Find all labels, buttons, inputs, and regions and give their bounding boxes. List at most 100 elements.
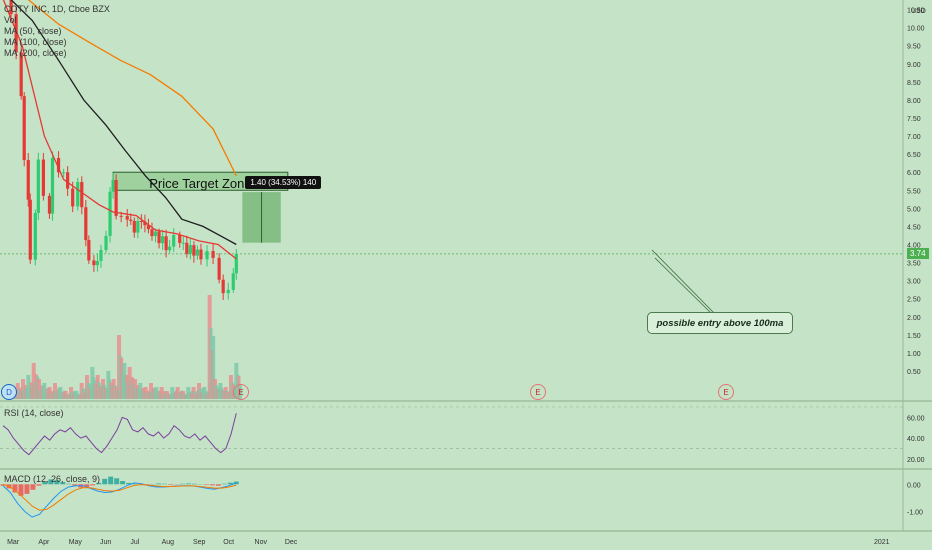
currency-label: USD: [911, 8, 926, 15]
macd-label[interactable]: MACD (12, 26, close, 9): [4, 474, 101, 484]
rsi-line: [2, 413, 237, 456]
volume-bar: [154, 387, 159, 399]
chart-legend: COTY INC, 1D, Cboe BZX Vol MA (50, close…: [4, 4, 110, 59]
price-tick-label: 8.50: [907, 80, 921, 87]
x-tick-label: Nov: [255, 539, 268, 546]
x-tick-label: 2021: [874, 539, 890, 546]
candle: [66, 172, 70, 189]
volume-bar: [149, 383, 154, 399]
earnings-marker-sep[interactable]: E: [530, 384, 546, 400]
macd-histogram-bar: [12, 484, 18, 493]
macd-histogram-bar: [185, 483, 191, 485]
macd-histogram-bar: [42, 481, 48, 485]
callout-pointer: [654, 257, 713, 315]
ma50-line: [2, 0, 237, 260]
x-tick-label: May: [69, 539, 83, 546]
candle: [36, 159, 40, 213]
x-tick-label: Mar: [7, 539, 20, 546]
ma200-line: [27, 0, 237, 177]
earnings-marker-may[interactable]: E: [233, 384, 249, 400]
dividend-marker[interactable]: D: [1, 384, 17, 400]
price-tick-label: 10.50: [907, 8, 925, 15]
candle: [84, 207, 88, 241]
rsi-tick-label: 60.00: [907, 415, 925, 422]
macd-histogram-bar: [108, 476, 114, 485]
candle: [111, 180, 115, 192]
macd-histogram-bar: [90, 484, 96, 486]
volume-bar: [37, 379, 42, 399]
candle: [125, 216, 129, 220]
price-tick-label: 8.00: [907, 98, 921, 105]
candle: [168, 246, 172, 251]
price-tick-label: 7.00: [907, 134, 921, 141]
volume-bar: [212, 335, 216, 399]
price-tick-label: 1.00: [907, 351, 921, 358]
price-tick-label: 5.50: [907, 188, 921, 195]
macd-histogram-bar: [120, 481, 126, 485]
candle: [226, 289, 230, 294]
macd-histogram-bar: [215, 484, 221, 486]
macd-histogram-bar: [72, 484, 78, 486]
macd-histogram-bar: [227, 482, 233, 485]
candle: [132, 220, 136, 233]
candle: [172, 235, 176, 247]
macd-histogram-bar: [221, 483, 227, 485]
measure-label: 1.40 (34.53%) 140: [245, 176, 322, 190]
rsi-tick-label: 20.00: [907, 457, 925, 464]
legend-ma100[interactable]: MA (100, close): [4, 37, 67, 47]
candle: [41, 159, 45, 196]
candle: [160, 236, 165, 244]
candle: [231, 273, 235, 290]
macd-histogram-bar: [66, 483, 72, 485]
price-tick-label: 4.00: [907, 242, 921, 249]
candle: [47, 195, 52, 214]
macd-histogram-bar: [203, 484, 209, 485]
legend-symbol[interactable]: COTY INC, 1D, Cboe BZX: [4, 4, 110, 14]
candle: [205, 251, 209, 260]
price-tick-label: 9.00: [907, 62, 921, 69]
volume-bar: [170, 387, 175, 399]
last-price-tag: 3.74: [907, 247, 929, 259]
candle: [80, 182, 84, 208]
price-tick-label: 3.00: [907, 279, 921, 286]
macd-histogram-bar: [179, 483, 185, 485]
candle: [150, 229, 154, 237]
candle: [164, 236, 168, 251]
macd-histogram-bar: [102, 478, 108, 485]
candle: [153, 231, 158, 237]
candle: [95, 261, 100, 266]
price-tick-label: 1.50: [907, 333, 921, 340]
legend-ma200[interactable]: MA (200, close): [4, 48, 67, 58]
macd-histogram-bar: [114, 478, 120, 485]
candle: [87, 240, 91, 261]
volume-bar: [53, 383, 58, 399]
target-zone-label: Price Target Zone: [149, 176, 252, 192]
macd-histogram-bar: [156, 483, 162, 485]
candle: [157, 231, 161, 244]
candle: [146, 225, 151, 230]
candle: [139, 220, 143, 222]
legend-vol[interactable]: Vol: [4, 15, 17, 25]
x-tick-label: Dec: [285, 539, 298, 546]
candle: [188, 245, 192, 254]
volume-bar: [42, 383, 47, 399]
price-tick-label: 6.00: [907, 170, 921, 177]
macd-histogram-bar: [18, 484, 24, 496]
macd-histogram-bar: [126, 482, 132, 485]
legend-ma50[interactable]: MA (50, close): [4, 26, 62, 36]
macd-histogram-bar: [0, 484, 6, 486]
volume-bar: [47, 387, 52, 399]
macd-histogram-bar: [54, 480, 60, 485]
price-tick-label: 7.50: [907, 116, 921, 123]
earnings-marker-nov[interactable]: E: [718, 384, 734, 400]
x-tick-label: Jun: [100, 539, 111, 546]
macd-histogram-bar: [60, 482, 66, 485]
rsi-label[interactable]: RSI (14, close): [4, 408, 64, 418]
macd-line: [2, 482, 237, 518]
macd-histogram-bar: [36, 484, 42, 486]
price-tick-label: 10.00: [907, 26, 925, 33]
candle: [33, 212, 37, 260]
entry-callout[interactable]: possible entry above 100ma: [647, 312, 793, 334]
